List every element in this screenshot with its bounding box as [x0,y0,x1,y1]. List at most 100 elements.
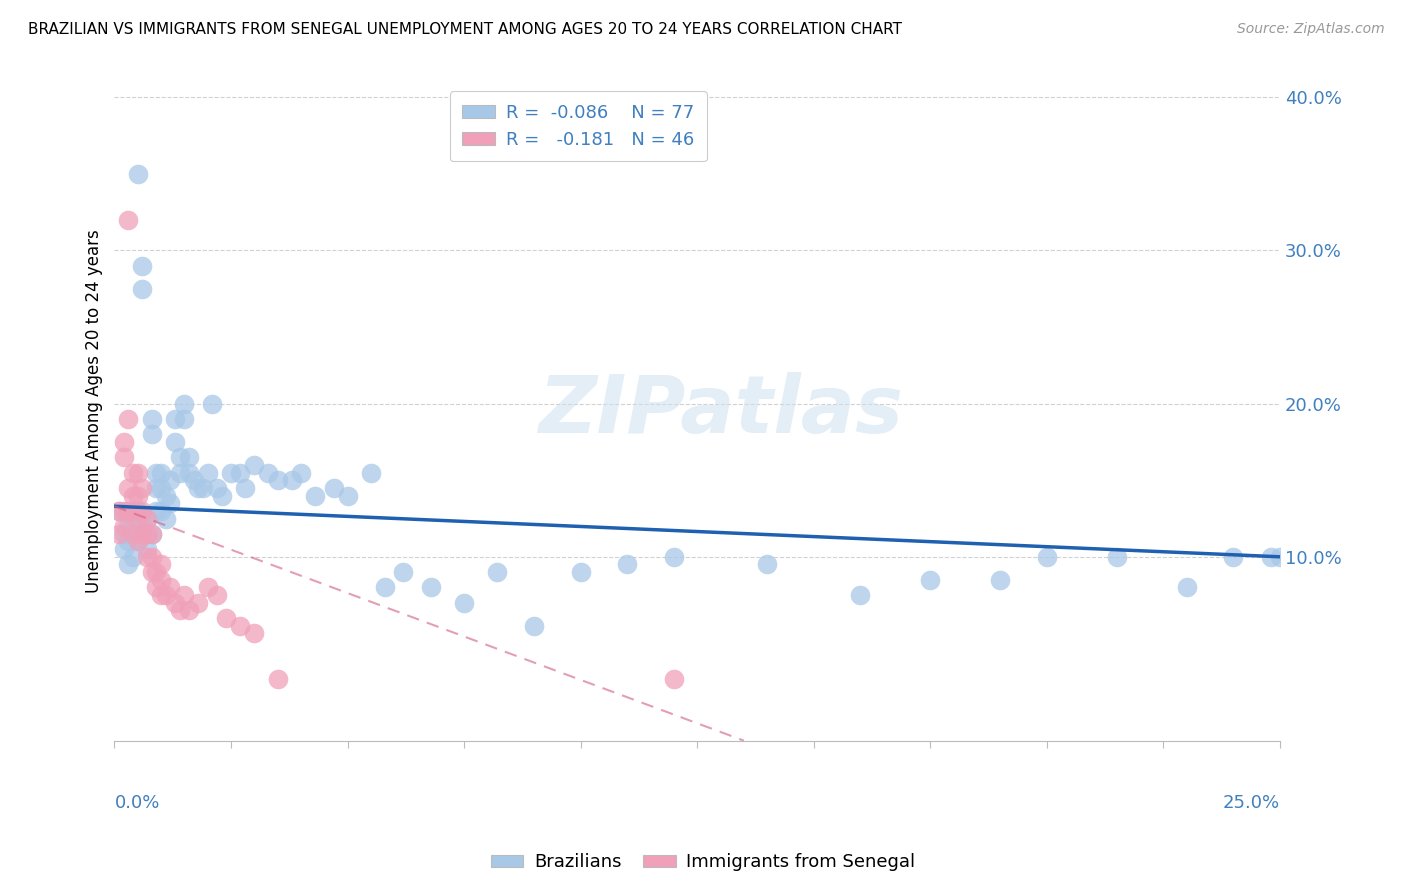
Point [122,504,145,518]
Point [197,581,219,595]
Point [392,565,415,579]
Point [177,466,200,480]
Point [485,565,508,579]
Point [141,412,163,426]
Point [205,588,228,602]
Point [243,458,266,472]
Point [150,466,173,480]
Point [117,212,139,227]
Point [136,511,159,525]
Point [112,519,135,533]
Point [233,481,256,495]
Point [131,481,153,495]
Legend: Brazilians, Immigrants from Senegal: Brazilians, Immigrants from Senegal [484,847,922,879]
Point [569,565,592,579]
Point [122,526,145,541]
Point [117,412,139,426]
Point [257,466,280,480]
Point [131,259,153,273]
Point [145,504,167,518]
Point [1260,549,1282,564]
Point [163,412,186,426]
Point [1036,549,1059,564]
Point [229,619,252,633]
Point [360,466,382,480]
Point [150,504,173,518]
Point [183,473,205,487]
Point [197,466,219,480]
Point [266,673,288,687]
Point [173,588,195,602]
Point [117,558,139,572]
Point [163,434,186,449]
Point [112,434,135,449]
Point [150,573,173,587]
Text: ZIPatlas: ZIPatlas [538,372,903,450]
Point [127,511,149,525]
Point [187,596,209,610]
Point [145,481,167,495]
Point [191,481,214,495]
Text: 0.0%: 0.0% [114,794,160,813]
Point [117,481,139,495]
Point [322,481,344,495]
Point [122,489,145,503]
Point [1175,581,1198,595]
Point [122,526,145,541]
Point [141,526,163,541]
Point [169,466,191,480]
Point [108,504,131,518]
Point [1222,549,1244,564]
Point [177,603,200,617]
Point [173,396,195,410]
Point [169,603,191,617]
Point [159,496,181,510]
Point [159,473,181,487]
Point [141,549,163,564]
Point [187,481,209,495]
Point [219,466,242,480]
Point [108,504,131,518]
Point [122,549,145,564]
Point [150,558,173,572]
Point [229,466,252,480]
Point [150,588,173,602]
Point [122,466,145,480]
Point [155,511,177,525]
Point [266,473,288,487]
Text: 25.0%: 25.0% [1223,794,1279,813]
Point [205,481,228,495]
Point [136,511,159,525]
Point [136,549,159,564]
Point [145,565,167,579]
Point [290,466,312,480]
Point [131,526,153,541]
Point [117,504,139,518]
Point [117,534,139,549]
Point [304,489,326,503]
Point [280,473,302,487]
Point [163,596,186,610]
Point [215,611,238,625]
Point [453,596,475,610]
Point [1268,549,1291,564]
Point [127,167,149,181]
Point [150,481,173,495]
Point [211,489,233,503]
Point [112,504,135,518]
Point [127,504,149,518]
Point [136,526,159,541]
Point [173,412,195,426]
Point [127,466,149,480]
Point [662,673,685,687]
Point [988,573,1011,587]
Point [374,581,396,595]
Point [141,565,163,579]
Point [108,526,131,541]
Point [136,526,159,541]
Point [155,588,177,602]
Point [177,450,200,465]
Point [131,519,153,533]
Text: Source: ZipAtlas.com: Source: ZipAtlas.com [1237,22,1385,37]
Point [243,626,266,640]
